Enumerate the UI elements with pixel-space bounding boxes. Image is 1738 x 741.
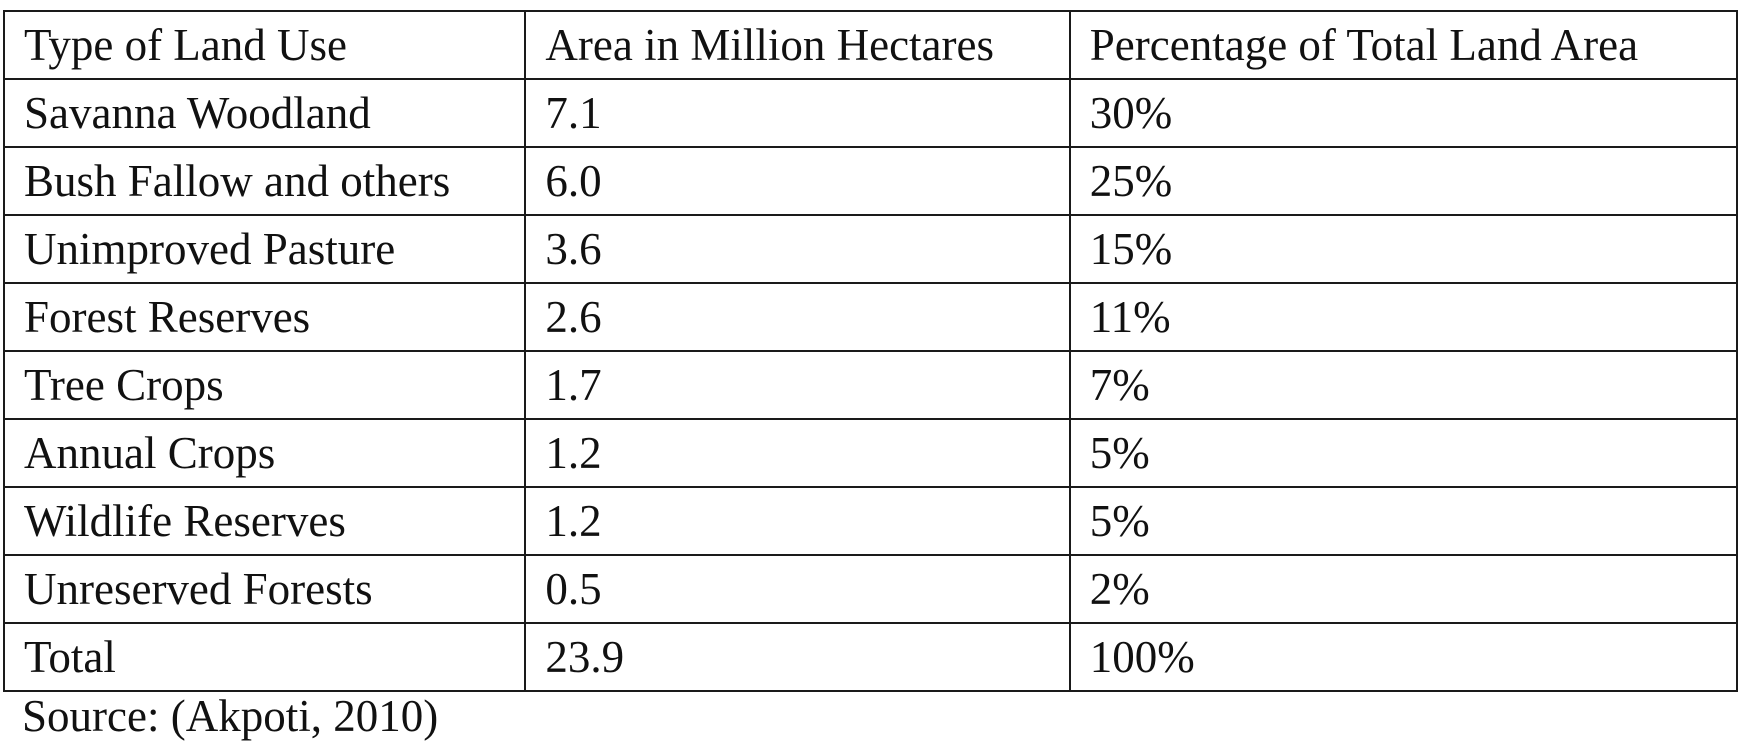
source-citation: Source: (Akpoti, 2010) xyxy=(22,691,439,741)
table-row: Tree Crops 1.7 7% xyxy=(2,350,1738,420)
percentage-cell: 15% xyxy=(1068,214,1738,284)
header-percentage-total-land-area: Percentage of Total Land Area xyxy=(1068,10,1738,80)
table-row: Unreserved Forests 0.5 2% xyxy=(2,554,1738,624)
table-header-row: Type of Land Use Area in Million Hectare… xyxy=(2,10,1738,80)
percentage-cell: 7% xyxy=(1068,350,1738,420)
table-row: Annual Crops 1.2 5% xyxy=(2,418,1738,488)
land-use-table-container: Type of Land Use Area in Million Hectare… xyxy=(2,10,1738,692)
land-use-cell: Unreserved Forests xyxy=(2,554,527,624)
area-cell: 0.5 xyxy=(524,554,1071,624)
total-label-cell: Total xyxy=(2,622,527,692)
land-use-cell: Savanna Woodland xyxy=(2,78,527,148)
percentage-cell: 5% xyxy=(1068,486,1738,556)
land-use-cell: Tree Crops xyxy=(2,350,527,420)
area-cell: 2.6 xyxy=(524,282,1071,352)
total-percentage-cell: 100% xyxy=(1068,622,1738,692)
land-use-cell: Unimproved Pasture xyxy=(2,214,527,284)
area-cell: 6.0 xyxy=(524,146,1071,216)
land-use-cell: Forest Reserves xyxy=(2,282,527,352)
table-row: Unimproved Pasture 3.6 15% xyxy=(2,214,1738,284)
area-cell: 3.6 xyxy=(524,214,1071,284)
percentage-cell: 30% xyxy=(1068,78,1738,148)
table-row: Bush Fallow and others 6.0 25% xyxy=(2,146,1738,216)
land-use-cell: Annual Crops xyxy=(2,418,527,488)
percentage-cell: 2% xyxy=(1068,554,1738,624)
land-use-cell: Bush Fallow and others xyxy=(2,146,527,216)
table-row: Forest Reserves 2.6 11% xyxy=(2,282,1738,352)
total-area-cell: 23.9 xyxy=(524,622,1071,692)
table-row: Savanna Woodland 7.1 30% xyxy=(2,78,1738,148)
area-cell: 1.7 xyxy=(524,350,1071,420)
header-area-million-hectares: Area in Million Hectares xyxy=(524,10,1071,80)
area-cell: 1.2 xyxy=(524,486,1071,556)
percentage-cell: 11% xyxy=(1068,282,1738,352)
table-row: Wildlife Reserves 1.2 5% xyxy=(2,486,1738,556)
area-cell: 1.2 xyxy=(524,418,1071,488)
percentage-cell: 25% xyxy=(1068,146,1738,216)
area-cell: 7.1 xyxy=(524,78,1071,148)
land-use-cell: Wildlife Reserves xyxy=(2,486,527,556)
table-total-row: Total 23.9 100% xyxy=(2,622,1738,692)
header-type-of-land-use: Type of Land Use xyxy=(2,10,527,80)
percentage-cell: 5% xyxy=(1068,418,1738,488)
land-use-table: Type of Land Use Area in Million Hectare… xyxy=(2,10,1738,692)
